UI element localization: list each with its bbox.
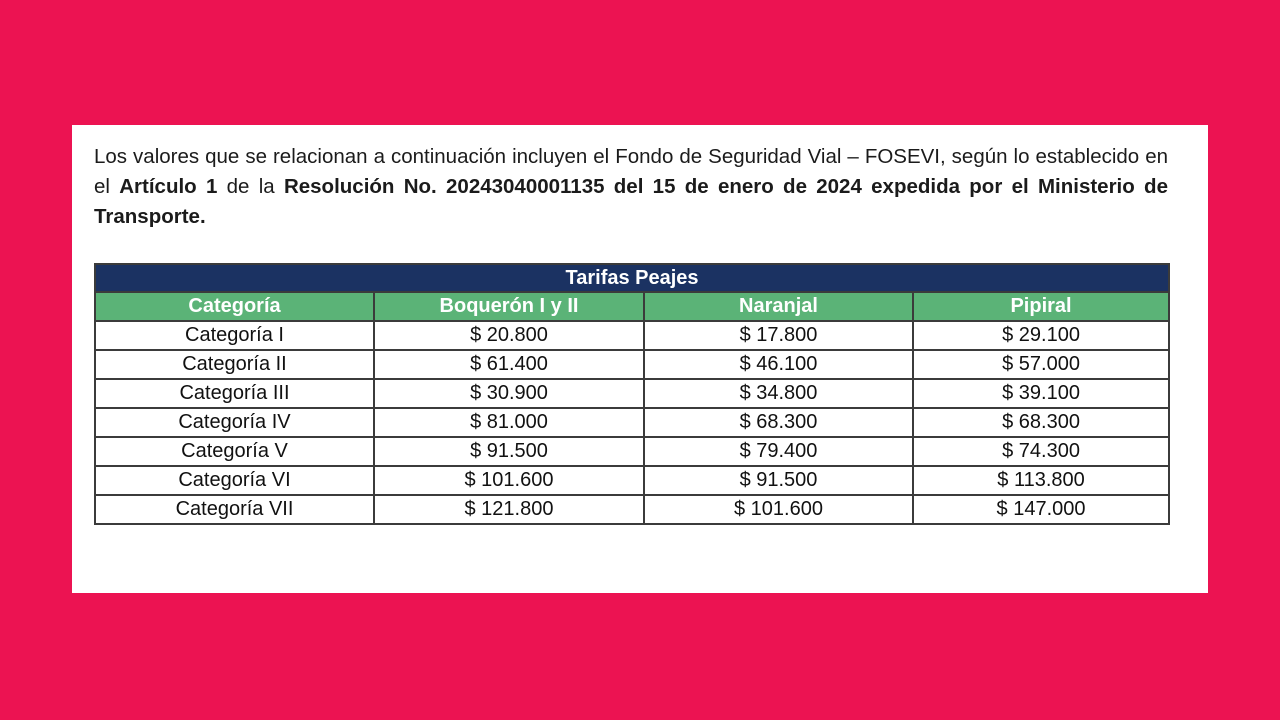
- category-cell: Categoría II: [94, 349, 375, 380]
- table-header-row: Categoría Boquerón I y II Naranjal Pipiral: [94, 291, 1171, 322]
- column-header-2: Naranjal: [643, 291, 914, 322]
- value-cell-1: $ 68.300: [643, 407, 914, 438]
- value-cell-0: $ 121.800: [373, 494, 645, 525]
- value-cell-0: $ 20.800: [373, 320, 645, 351]
- value-cell-0: $ 30.900: [373, 378, 645, 409]
- content-card: Los valores que se relacionan a continua…: [72, 125, 1208, 593]
- value-cell-0: $ 61.400: [373, 349, 645, 380]
- column-header-0: Categoría: [94, 291, 375, 322]
- value-cell-2: $ 74.300: [911, 436, 1171, 467]
- table-row-1: Categoría II $ 61.400 $ 46.100 $ 57.000: [94, 349, 1171, 380]
- intro-segment-3: Resolución No. 20243040001135 del 15 de …: [94, 175, 1168, 228]
- intro-segment-0: Los valores que se relacionan a continua…: [94, 145, 1168, 198]
- value-cell-2: $ 57.000: [911, 349, 1171, 380]
- tariffs-table: Tarifas Peajes Categoría Boquerón I y II N…: [93, 263, 1171, 525]
- value-cell-1: $ 34.800: [643, 378, 914, 409]
- table-body: Categoría I $ 20.800 $ 17.800 $ 29.100 Categ…: [94, 320, 1171, 525]
- value-cell-1: $ 91.500: [643, 465, 914, 496]
- intro-paragraph: Los valores que se relacionan a continua…: [94, 142, 1168, 232]
- table-row-4: Categoría V $ 91.500 $ 79.400 $ 74.300: [94, 436, 1171, 467]
- intro-segment-2: de la: [217, 175, 284, 198]
- column-header-1: Boquerón I y II: [373, 291, 645, 322]
- value-cell-1: $ 17.800: [643, 320, 914, 351]
- category-cell: Categoría I: [94, 320, 375, 351]
- value-cell-2: $ 147.000: [911, 494, 1171, 525]
- value-cell-0: $ 81.000: [373, 407, 645, 438]
- intro-segment-1: Artículo 1: [119, 175, 218, 198]
- category-cell: Categoría III: [94, 378, 375, 409]
- value-cell-2: $ 68.300: [911, 407, 1171, 438]
- value-cell-1: $ 46.100: [643, 349, 914, 380]
- table-row-0: Categoría I $ 20.800 $ 17.800 $ 29.100: [94, 320, 1171, 351]
- table-row-5: Categoría VI $ 101.600 $ 91.500 $ 113.800: [94, 465, 1171, 496]
- table-title: Tarifas Peajes: [93, 263, 1171, 293]
- value-cell-2: $ 113.800: [911, 465, 1171, 496]
- table-row-2: Categoría III $ 30.900 $ 34.800 $ 39.100: [94, 378, 1171, 409]
- category-cell: Categoría IV: [94, 407, 375, 438]
- value-cell-1: $ 101.600: [643, 494, 914, 525]
- value-cell-1: $ 79.400: [643, 436, 914, 467]
- value-cell-0: $ 101.600: [373, 465, 645, 496]
- category-cell: Categoría VII: [94, 494, 375, 525]
- value-cell-2: $ 39.100: [911, 378, 1171, 409]
- value-cell-2: $ 29.100: [911, 320, 1171, 351]
- table-row-3: Categoría IV $ 81.000 $ 68.300 $ 68.300: [94, 407, 1171, 438]
- table-title-row: Tarifas Peajes: [93, 263, 1171, 293]
- table-row-6: Categoría VII $ 121.800 $ 101.600 $ 147.000: [94, 494, 1171, 525]
- category-cell: Categoría VI: [94, 465, 375, 496]
- column-header-3: Pipiral: [911, 291, 1171, 322]
- value-cell-0: $ 91.500: [373, 436, 645, 467]
- category-cell: Categoría V: [94, 436, 375, 467]
